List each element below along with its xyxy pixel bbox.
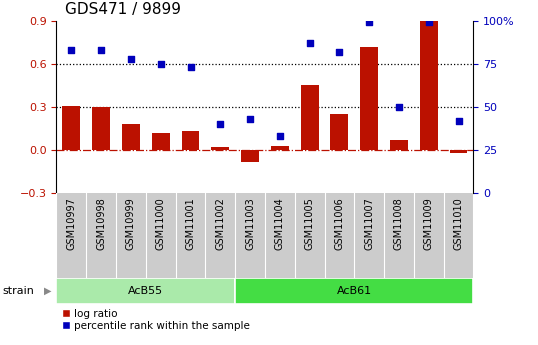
Bar — [211, 147, 229, 150]
Text: GSM11003: GSM11003 — [245, 197, 255, 250]
Point — [365, 20, 373, 25]
Text: GSM11007: GSM11007 — [364, 197, 374, 250]
Bar — [301, 85, 318, 150]
Point — [126, 56, 135, 61]
Text: GSM10997: GSM10997 — [66, 197, 76, 250]
Bar — [330, 114, 348, 150]
Text: GSM11005: GSM11005 — [305, 197, 315, 250]
Text: GSM11010: GSM11010 — [454, 197, 464, 250]
Bar — [181, 131, 200, 150]
Bar — [122, 124, 140, 150]
Text: GSM11009: GSM11009 — [424, 197, 434, 250]
Bar — [152, 133, 169, 150]
Bar — [420, 21, 438, 150]
Point — [275, 134, 284, 139]
Bar — [390, 140, 408, 150]
Point — [395, 104, 404, 110]
Text: GDS471 / 9899: GDS471 / 9899 — [65, 2, 181, 17]
Text: AcB55: AcB55 — [128, 286, 164, 296]
Point — [424, 20, 433, 25]
FancyBboxPatch shape — [235, 278, 473, 304]
Point — [216, 121, 224, 127]
Text: GSM11004: GSM11004 — [275, 197, 285, 250]
Text: strain: strain — [3, 286, 34, 296]
Bar — [360, 47, 378, 150]
Text: GSM11008: GSM11008 — [394, 197, 404, 250]
Text: GSM10999: GSM10999 — [126, 197, 136, 250]
Point — [335, 49, 344, 55]
Text: GSM11000: GSM11000 — [155, 197, 166, 250]
Text: GSM11002: GSM11002 — [215, 197, 225, 250]
Bar — [241, 150, 259, 161]
Bar — [450, 150, 468, 153]
Bar — [92, 107, 110, 150]
Bar — [62, 106, 80, 150]
Point — [67, 47, 76, 53]
Text: GSM11001: GSM11001 — [186, 197, 195, 250]
Point — [186, 65, 195, 70]
Text: GSM11006: GSM11006 — [335, 197, 344, 250]
Point — [97, 47, 105, 53]
Point — [157, 61, 165, 67]
Bar — [271, 146, 289, 150]
FancyBboxPatch shape — [56, 278, 235, 304]
Legend: log ratio, percentile rank within the sample: log ratio, percentile rank within the sa… — [62, 309, 250, 331]
Text: ▶: ▶ — [44, 286, 51, 296]
Text: GSM10998: GSM10998 — [96, 197, 106, 250]
Point — [454, 118, 463, 124]
Point — [306, 40, 314, 46]
Point — [246, 116, 254, 122]
Text: AcB61: AcB61 — [337, 286, 372, 296]
